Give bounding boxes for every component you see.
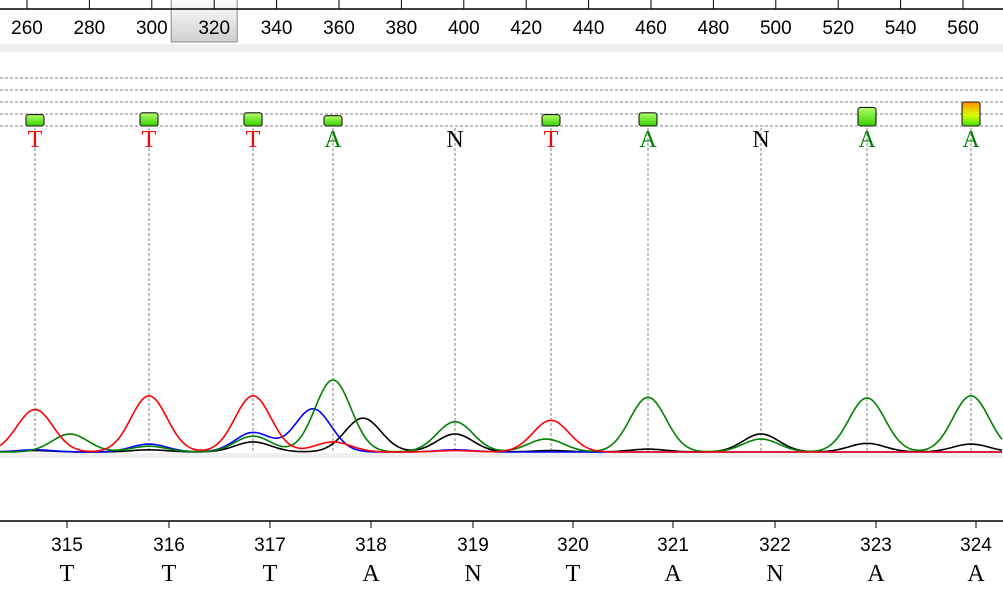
scan-ruler: 260 280 300 320 340 360 380 400 420 440 460 480 500 5…	[0, 0, 1003, 44]
base-call-bottom: T	[566, 561, 581, 587]
quality-bar	[638, 112, 658, 127]
base-call-bottom: A	[362, 561, 380, 587]
base-position-label: 323	[860, 535, 892, 556]
base-position-label: 322	[759, 535, 791, 556]
base-position-label: 318	[355, 535, 387, 556]
ruler-tick-label: 420	[510, 18, 542, 39]
base-position-label: 317	[254, 535, 286, 556]
base-position-label: 315	[51, 535, 83, 556]
ruler-tick-label: 480	[698, 18, 730, 39]
ruler-tick-label: 460	[635, 18, 667, 39]
a-trace	[0, 379, 1003, 453]
base-call-bottom: N	[766, 561, 783, 587]
quality-bar	[541, 114, 561, 127]
base-call-top: A	[639, 127, 657, 153]
base-call-top: N	[752, 127, 769, 153]
ruler-tick-label: 520	[822, 18, 854, 39]
trace-floor	[0, 453, 1003, 458]
base-position-label: 319	[457, 535, 489, 556]
base-call-top: A	[324, 127, 342, 153]
base-call-bottom: N	[464, 561, 481, 587]
ruler-axis: 260 280 300 320 340 360 380 400 420 440 460 480 500 5…	[0, 0, 1003, 43]
ruler-tick-label: 260	[11, 18, 43, 39]
base-call-axis: 315 T 316 T 317 T 318 A 319 N 320 T 321 A 322 N 323 A 324 A	[0, 520, 1003, 587]
quality-bar	[243, 112, 263, 127]
base-call-top: T	[28, 127, 43, 153]
ruler-tick-label: 540	[885, 18, 917, 39]
quality-bar	[323, 115, 343, 127]
base-position-label: 316	[153, 535, 185, 556]
quality-bar	[857, 106, 877, 127]
ruler-tick-label: 280	[74, 18, 106, 39]
base-call-bottom: A	[867, 561, 885, 587]
base-call-top: A	[962, 127, 980, 153]
quality-bar	[961, 101, 981, 127]
base-position-label: 324	[960, 535, 992, 556]
base-call-bottom: T	[60, 561, 75, 587]
base-call-top: T	[544, 127, 559, 153]
base-call-bottom: A	[967, 561, 985, 587]
ruler-tick-label: 560	[947, 18, 979, 39]
base-call-top: T	[142, 127, 157, 153]
base-position-label: 321	[657, 535, 689, 556]
ruler-selected-tick[interactable]	[170, 0, 238, 43]
ruler-tick-label: 500	[760, 18, 792, 39]
ruler-tick-label: 380	[386, 18, 418, 39]
ruler-tick-label: 320	[198, 18, 230, 39]
base-call-top: N	[446, 127, 463, 153]
base-call-panel: 315 T 316 T 317 T 318 A 319 N 320 T 321 A 322 N 323 A 324 A	[0, 458, 1003, 592]
quality-bar	[25, 114, 45, 127]
base-call-bottom: T	[263, 561, 278, 587]
ruler-tick-label: 300	[136, 18, 168, 39]
base-call-bottom: A	[664, 561, 682, 587]
ruler-tick-label: 340	[261, 18, 293, 39]
base-call-bottom: T	[162, 561, 177, 587]
base-call-top: T	[246, 127, 261, 153]
t-trace	[0, 395, 1002, 453]
ruler-tick-label: 440	[573, 18, 605, 39]
quality-bar	[139, 112, 159, 127]
base-position-label: 320	[557, 535, 589, 556]
base-call-top: A	[858, 127, 876, 153]
ruler-separator	[0, 44, 1003, 52]
ruler-tick-label: 400	[448, 18, 480, 39]
ruler-tick-label: 360	[323, 18, 355, 39]
